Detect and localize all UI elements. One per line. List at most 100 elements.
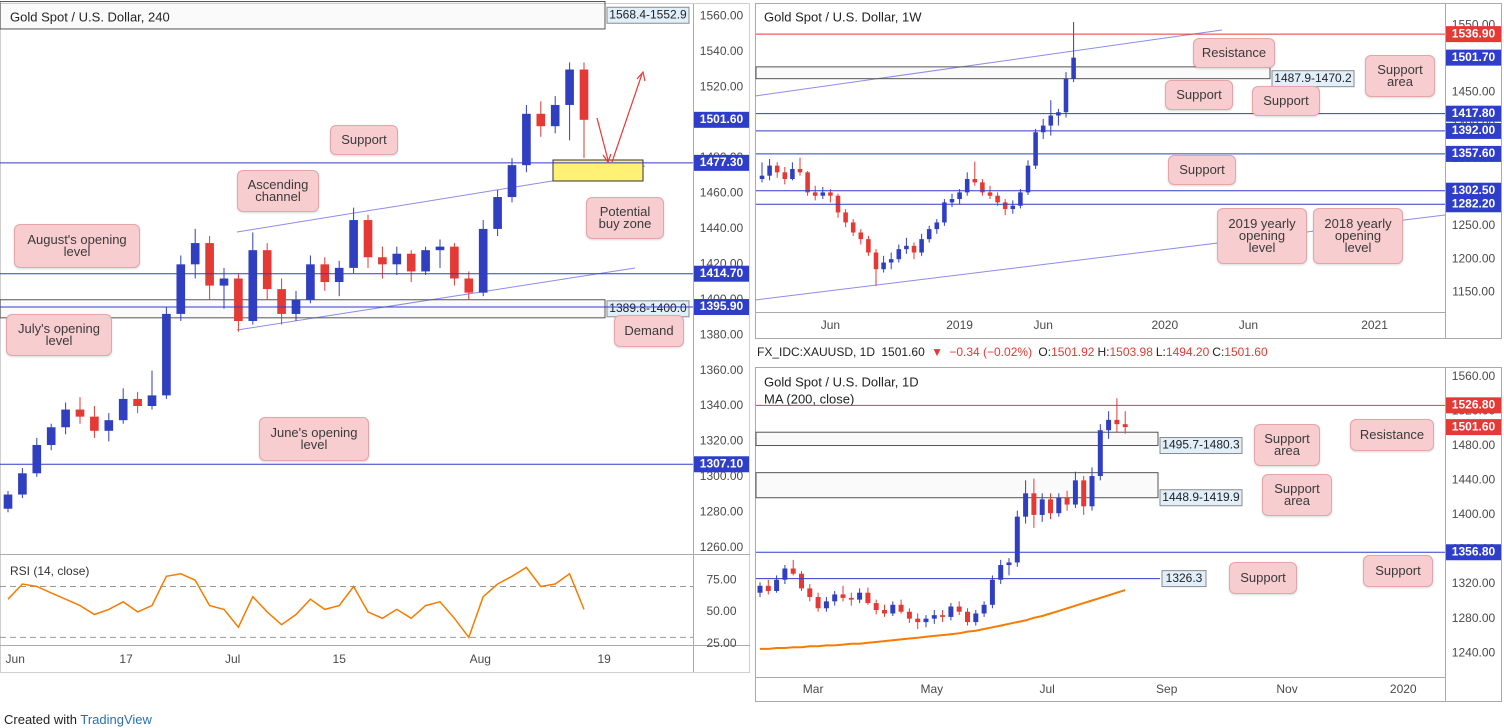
candle-body [782,172,788,180]
last-price: 1501.60 [881,345,925,359]
panel-frame [0,3,750,673]
callout: 2018 yearly opening level [1313,208,1403,264]
candle-body [948,606,954,617]
x-tick-label: Jun [821,318,840,332]
axis-tag-box [1446,419,1501,436]
axis-tag: 1307.10 [700,456,744,470]
candle-body [888,259,894,263]
callout: 2019 yearly opening level [1217,208,1307,264]
panel-frame [755,367,1502,702]
x-tick-label: 17 [119,652,133,666]
x-tick-label: 2021 [1361,318,1388,332]
change-arrow: ▼ [931,345,943,359]
candle-body [1039,499,1045,515]
candle-body [435,246,445,251]
candle-body [1106,419,1112,431]
field-value: 1503.98 [1109,345,1153,359]
candle-body [1018,192,1023,206]
candle-body [767,165,772,176]
candle-body [190,243,200,265]
field-label: O: [1038,345,1052,359]
candle-body [805,172,810,193]
arrow [596,117,609,161]
candle-body [507,165,517,198]
candle-body [205,243,214,286]
candle-body [421,250,430,272]
candle-body [262,250,272,290]
y-tick-label: 1440.00 [700,221,744,235]
candle-body [1089,476,1095,507]
candle-body [828,192,833,196]
candle-body [965,611,970,623]
trend-line [754,29,1223,97]
y-tick-label: 1240.00 [1452,645,1496,659]
candle-body [565,69,574,105]
candle-body [782,568,788,580]
candle-body [1056,497,1062,514]
axis-tag-box [694,299,749,316]
axis-tag: 1501.60 [1452,419,1496,433]
candle-body [989,579,995,605]
callout: August's opening level [14,224,140,268]
x-tick-label: 15 [333,652,347,666]
zone-label: 1568.4-1552.9 [609,7,687,21]
candle-body [147,395,157,407]
axis-tag: 1501.60 [700,112,744,126]
candle-body [1006,562,1012,566]
axis-tag-box [1446,397,1501,414]
candle-body [1023,493,1029,517]
axis-tag-box [1446,145,1501,162]
y-tick-label: 1540.00 [700,44,744,58]
y-tick-label: 1520.00 [700,79,744,93]
axis-tag-box [1446,182,1501,199]
x-tick-label: Jun [6,652,25,666]
x-tick-label: Jun [1239,318,1258,332]
axis-tag-box [1446,544,1501,561]
candle-body [843,212,848,223]
candle-body [797,168,803,173]
ma-line [760,589,1126,650]
footer-prefix: Created with [4,712,77,727]
rsi-tick-label: 25.00 [706,636,736,650]
candle-body [807,588,813,598]
candle-body [866,239,871,253]
candle-body [873,603,879,610]
zone-label-box [1159,437,1243,455]
chart-title: Gold Spot / U.S. Dollar, 1D [764,374,919,389]
candle-body [118,398,128,421]
axis-tag: 1414.70 [700,266,744,280]
candle-body [956,606,962,612]
candle-body [61,409,70,428]
axis-tag: 1357.60 [1452,146,1496,160]
candle-body [133,398,142,407]
footer-brand: TradingView [80,712,152,727]
candle-body [940,615,946,617]
axis-tag-box [694,154,749,171]
x-tick-label: Aug [470,652,491,666]
candle-body [1081,480,1087,507]
callout: Support [1363,555,1433,587]
candle-body [820,192,826,196]
candle-body [931,615,937,619]
axis-tag: 1302.50 [1452,183,1496,197]
candle-body [790,168,795,180]
level-tag: 1326.3 [1166,571,1203,585]
candle-body [392,253,402,265]
candle-body [1002,202,1008,210]
candle-body [90,416,99,431]
candle-body [1014,516,1020,563]
candle-body [1033,132,1038,166]
candle-body [957,192,962,200]
axis-tag: 1395.90 [700,299,744,313]
zone [755,66,1271,80]
candle-body [1025,165,1031,193]
x-tick-label: Jun [1034,318,1053,332]
y-tick-label: 1250.00 [1452,218,1496,232]
candles [759,22,1076,286]
x-tick-label: Jul [1040,682,1055,696]
callout: Support [1229,562,1297,594]
y-tick-label: 1320.00 [1452,576,1496,590]
y-tick-label: 1300.00 [700,469,744,483]
zone [0,299,606,319]
